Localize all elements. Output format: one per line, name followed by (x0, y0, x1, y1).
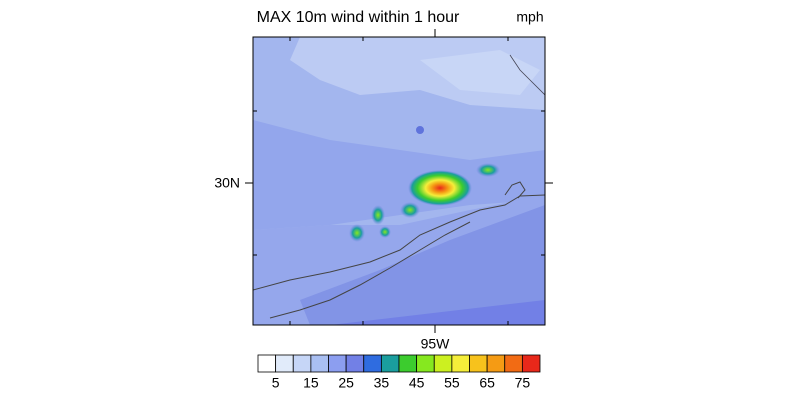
colorbar-label: 5 (272, 375, 280, 391)
colorbar-label: 35 (374, 375, 390, 391)
colorbar-box (398, 354, 418, 373)
colorbar-box (486, 354, 506, 373)
latitude-label: 30N (214, 175, 240, 191)
colorbar-box (310, 354, 329, 373)
colorbar-box (275, 354, 294, 373)
colorbar-label: 25 (338, 375, 354, 391)
units: mph (516, 9, 543, 25)
colorbar-label: 45 (409, 375, 425, 391)
colorbar-box (416, 354, 435, 373)
colorbar-label: 15 (303, 375, 319, 391)
colorbar-box (504, 354, 523, 373)
longitude-label: 95W (421, 336, 451, 352)
colorbar-box (451, 354, 470, 373)
colorbar-box (328, 354, 347, 373)
map-frame (252, 36, 546, 326)
wind-field (253, 37, 545, 325)
colorbar-box (521, 354, 541, 373)
colorbar-box (380, 354, 400, 373)
map-ticks (245, 29, 553, 333)
colorbar-box (292, 354, 312, 373)
colorbar-box (433, 354, 453, 373)
colorbar-label: 55 (444, 375, 460, 391)
colorbar-box (345, 354, 365, 373)
colorbar-box (257, 354, 277, 373)
colorbar-box (469, 354, 488, 373)
title: MAX 10m wind within 1 hour (257, 9, 460, 26)
colorbar-label: 75 (515, 375, 531, 391)
colorbar-box (363, 354, 382, 373)
colorbar-label: 65 (479, 375, 495, 391)
colorbar: 5 15 25 35 45 55 65 75 (257, 354, 541, 391)
